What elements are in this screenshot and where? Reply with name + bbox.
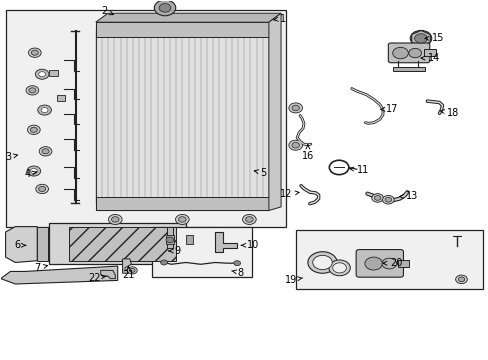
Circle shape xyxy=(159,4,170,12)
Bar xyxy=(152,226,251,277)
Circle shape xyxy=(381,258,396,269)
Circle shape xyxy=(111,217,119,222)
Bar xyxy=(96,197,268,211)
Circle shape xyxy=(291,105,299,111)
Circle shape xyxy=(35,69,49,79)
Text: 5: 5 xyxy=(254,168,266,178)
Text: 8: 8 xyxy=(231,267,243,278)
Text: 14: 14 xyxy=(420,53,439,63)
Circle shape xyxy=(312,255,331,270)
Circle shape xyxy=(374,195,380,200)
Text: 20: 20 xyxy=(382,258,401,268)
Polygon shape xyxy=(101,270,115,279)
Circle shape xyxy=(409,31,431,46)
Text: 15: 15 xyxy=(424,33,443,43)
Polygon shape xyxy=(185,235,193,244)
Polygon shape xyxy=(215,232,237,252)
Bar xyxy=(57,95,64,101)
Circle shape xyxy=(457,277,464,282)
Circle shape xyxy=(165,237,173,243)
Bar xyxy=(397,260,408,267)
Circle shape xyxy=(41,108,48,113)
Bar xyxy=(167,227,173,248)
Circle shape xyxy=(108,215,122,225)
Polygon shape xyxy=(96,13,281,22)
Text: 19: 19 xyxy=(285,275,302,285)
Circle shape xyxy=(27,166,41,176)
Circle shape xyxy=(328,260,349,276)
Text: 4: 4 xyxy=(25,169,37,179)
Circle shape xyxy=(26,86,39,95)
Circle shape xyxy=(385,197,391,202)
Bar xyxy=(5,10,285,226)
Circle shape xyxy=(42,149,49,154)
Polygon shape xyxy=(166,235,173,244)
Text: 3: 3 xyxy=(5,152,18,162)
Bar xyxy=(49,69,58,76)
Circle shape xyxy=(392,47,407,59)
Text: 7: 7 xyxy=(34,263,47,273)
Text: 16: 16 xyxy=(301,145,313,161)
Circle shape xyxy=(31,50,38,55)
Text: 11: 11 xyxy=(349,165,368,175)
Circle shape xyxy=(38,105,51,115)
Circle shape xyxy=(36,184,48,194)
Circle shape xyxy=(29,88,36,93)
Circle shape xyxy=(332,263,346,273)
Text: 2: 2 xyxy=(102,6,113,16)
Text: 10: 10 xyxy=(241,240,259,250)
Circle shape xyxy=(129,269,135,273)
Bar xyxy=(37,226,48,261)
Circle shape xyxy=(291,143,299,148)
Circle shape xyxy=(414,34,427,43)
Circle shape xyxy=(245,217,253,222)
Text: 6: 6 xyxy=(14,240,26,250)
Bar xyxy=(49,223,185,264)
Circle shape xyxy=(30,127,37,132)
Circle shape xyxy=(39,72,45,77)
Bar xyxy=(295,230,483,289)
Circle shape xyxy=(39,147,52,156)
Polygon shape xyxy=(411,31,429,46)
Circle shape xyxy=(175,215,189,225)
Polygon shape xyxy=(0,266,118,284)
Circle shape xyxy=(382,195,393,204)
Bar xyxy=(96,22,268,37)
Circle shape xyxy=(39,186,45,192)
Circle shape xyxy=(178,217,186,222)
Circle shape xyxy=(288,140,302,150)
Circle shape xyxy=(288,103,302,113)
Circle shape xyxy=(28,48,41,57)
Text: 17: 17 xyxy=(380,104,397,114)
Circle shape xyxy=(242,215,256,225)
Circle shape xyxy=(27,125,40,134)
Bar xyxy=(392,67,424,71)
FancyBboxPatch shape xyxy=(355,249,403,277)
Circle shape xyxy=(233,261,240,266)
Circle shape xyxy=(160,260,167,265)
Polygon shape xyxy=(122,259,131,273)
Circle shape xyxy=(154,0,175,16)
FancyBboxPatch shape xyxy=(387,43,429,63)
Circle shape xyxy=(371,194,383,202)
Circle shape xyxy=(408,48,421,58)
Polygon shape xyxy=(5,226,37,262)
Polygon shape xyxy=(268,13,281,211)
Text: 18: 18 xyxy=(440,108,459,118)
Circle shape xyxy=(30,168,37,174)
Circle shape xyxy=(364,257,382,270)
Text: 22: 22 xyxy=(88,273,106,283)
Text: 1: 1 xyxy=(273,14,285,24)
Bar xyxy=(69,226,176,261)
Bar xyxy=(423,49,435,55)
Text: 12: 12 xyxy=(279,189,299,199)
Bar xyxy=(96,24,268,211)
Text: 13: 13 xyxy=(399,192,418,202)
Text: 21: 21 xyxy=(122,266,134,280)
Circle shape xyxy=(455,275,467,284)
Circle shape xyxy=(127,267,137,274)
Circle shape xyxy=(307,252,336,273)
Text: 9: 9 xyxy=(168,246,180,256)
